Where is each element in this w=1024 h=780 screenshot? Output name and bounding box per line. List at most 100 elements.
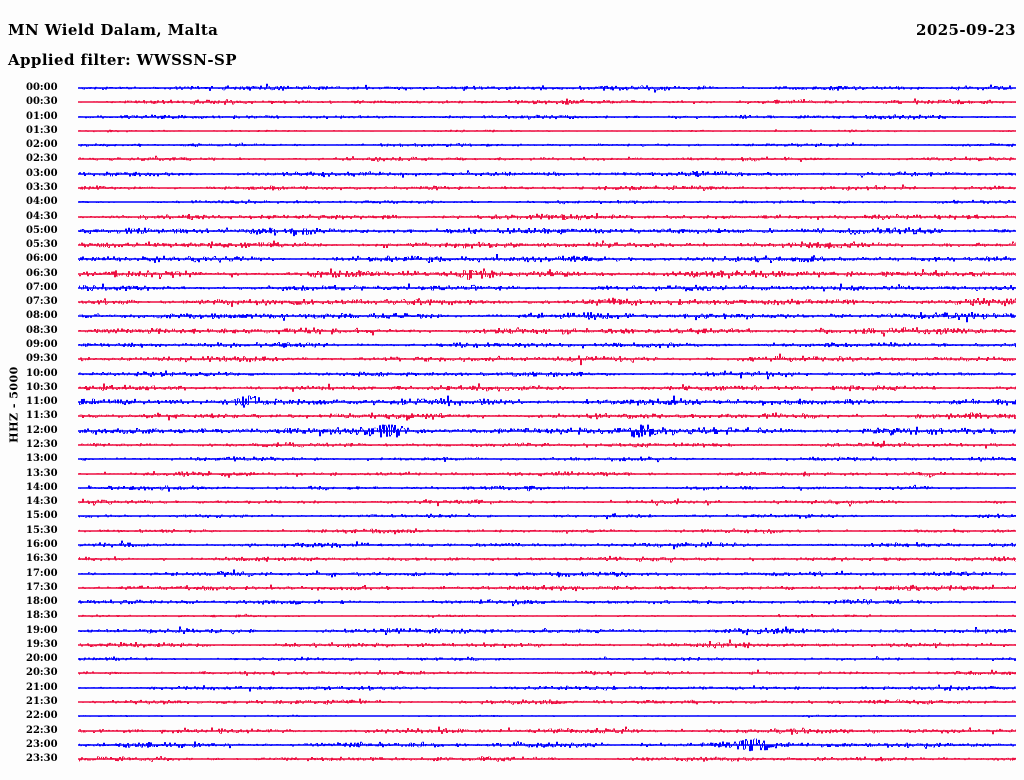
trace-row: 08:30	[0, 323, 1024, 338]
trace-waveform	[78, 209, 1016, 224]
trace-row: 19:30	[0, 637, 1024, 652]
trace-time-label: 23:00	[26, 738, 58, 750]
applied-filter-label: Applied filter: WWSSN-SP	[8, 51, 237, 69]
trace-waveform	[78, 195, 1016, 210]
trace-waveform	[78, 81, 1016, 95]
trace-time-label: 22:30	[26, 724, 58, 736]
trace-time-label: 05:30	[26, 239, 58, 251]
trace-waveform	[78, 280, 1016, 295]
trace-row: 02:30	[0, 152, 1024, 167]
trace-row: 15:00	[0, 509, 1024, 524]
trace-time-label: 09:00	[26, 339, 58, 351]
trace-row: 23:00	[0, 737, 1024, 752]
trace-time-label: 08:00	[26, 310, 58, 322]
trace-time-label: 03:00	[26, 167, 58, 179]
trace-row: 03:00	[0, 166, 1024, 181]
trace-time-label: 04:30	[26, 210, 58, 222]
trace-time-label: 20:30	[26, 667, 58, 679]
trace-waveform	[78, 737, 1016, 752]
trace-time-label: 10:30	[26, 381, 58, 393]
trace-time-label: 13:30	[26, 467, 58, 479]
trace-time-label: 06:30	[26, 267, 58, 279]
trace-waveform	[78, 295, 1016, 310]
trace-row: 01:30	[0, 123, 1024, 138]
trace-row: 10:00	[0, 366, 1024, 381]
trace-row: 07:30	[0, 295, 1024, 310]
trace-time-label: 15:30	[26, 524, 58, 536]
trace-time-label: 21:30	[26, 696, 58, 708]
trace-row: 02:00	[0, 138, 1024, 153]
trace-waveform	[78, 566, 1016, 581]
trace-time-label: 07:30	[26, 296, 58, 308]
trace-waveform	[78, 238, 1016, 253]
trace-row: 19:00	[0, 623, 1024, 638]
trace-time-label: 00:00	[26, 82, 58, 93]
trace-row: 11:00	[0, 395, 1024, 410]
trace-waveform	[78, 109, 1016, 124]
trace-waveform	[78, 438, 1016, 452]
trace-row: 11:30	[0, 409, 1024, 424]
trace-waveform	[78, 509, 1016, 524]
trace-row: 06:00	[0, 252, 1024, 267]
trace-row: 22:30	[0, 723, 1024, 738]
trace-time-label: 14:30	[26, 496, 58, 508]
page-header: MN Wield Dalam, Malta 2025-09-23 Applied…	[0, 0, 1024, 78]
trace-row: 00:00	[0, 81, 1024, 95]
trace-row: 12:00	[0, 423, 1024, 438]
trace-row: 16:30	[0, 552, 1024, 567]
trace-waveform	[78, 95, 1016, 110]
trace-time-label: 04:00	[26, 196, 58, 208]
trace-time-label: 13:00	[26, 453, 58, 465]
trace-row: 17:30	[0, 580, 1024, 595]
trace-time-label: 01:00	[26, 110, 58, 122]
trace-time-label: 12:30	[26, 439, 58, 450]
trace-waveform	[78, 466, 1016, 481]
trace-row: 05:30	[0, 238, 1024, 253]
trace-time-label: 11:00	[26, 396, 58, 408]
trace-waveform	[78, 338, 1016, 353]
trace-row: 13:00	[0, 452, 1024, 467]
trace-row: 14:30	[0, 495, 1024, 510]
trace-waveform	[78, 309, 1016, 324]
trace-waveform	[78, 752, 1016, 767]
trace-time-label: 01:30	[26, 124, 58, 136]
trace-time-label: 16:00	[26, 538, 58, 550]
trace-time-label: 03:30	[26, 181, 58, 193]
trace-waveform	[78, 595, 1016, 610]
trace-waveform	[78, 652, 1016, 667]
trace-row: 18:00	[0, 595, 1024, 610]
trace-row: 08:00	[0, 309, 1024, 324]
trace-time-label: 12:00	[26, 424, 58, 436]
trace-time-label: 19:30	[26, 638, 58, 650]
trace-waveform	[78, 623, 1016, 638]
trace-waveform	[78, 609, 1016, 624]
trace-row: 17:00	[0, 566, 1024, 581]
trace-waveform	[78, 423, 1016, 438]
trace-waveform	[78, 366, 1016, 381]
page-title: MN Wield Dalam, Malta	[8, 21, 219, 39]
trace-waveform	[78, 395, 1016, 410]
trace-waveform	[78, 666, 1016, 681]
trace-row: 06:30	[0, 266, 1024, 281]
trace-row: 09:30	[0, 352, 1024, 367]
trace-row: 10:30	[0, 380, 1024, 395]
trace-row: 23:30	[0, 752, 1024, 767]
trace-time-label: 14:00	[26, 481, 58, 493]
trace-time-label: 21:00	[26, 681, 58, 693]
trace-time-label: 00:30	[26, 96, 58, 108]
trace-row: 00:30	[0, 95, 1024, 110]
trace-row: 21:00	[0, 680, 1024, 695]
seismogram-plot: 00:00 00:30 01:00 01:30 02:00 02:30 03:00 03:30…	[0, 78, 1024, 778]
trace-row: 05:00	[0, 223, 1024, 238]
trace-waveform	[78, 680, 1016, 695]
trace-waveform	[78, 152, 1016, 167]
trace-waveform	[78, 380, 1016, 395]
trace-row: 16:00	[0, 537, 1024, 552]
trace-row: 03:30	[0, 180, 1024, 195]
trace-waveform	[78, 166, 1016, 181]
trace-waveform	[78, 537, 1016, 552]
record-date: 2025-09-23	[916, 21, 1016, 39]
trace-row: 22:00	[0, 709, 1024, 724]
trace-waveform	[78, 266, 1016, 281]
trace-time-label: 10:00	[26, 367, 58, 379]
